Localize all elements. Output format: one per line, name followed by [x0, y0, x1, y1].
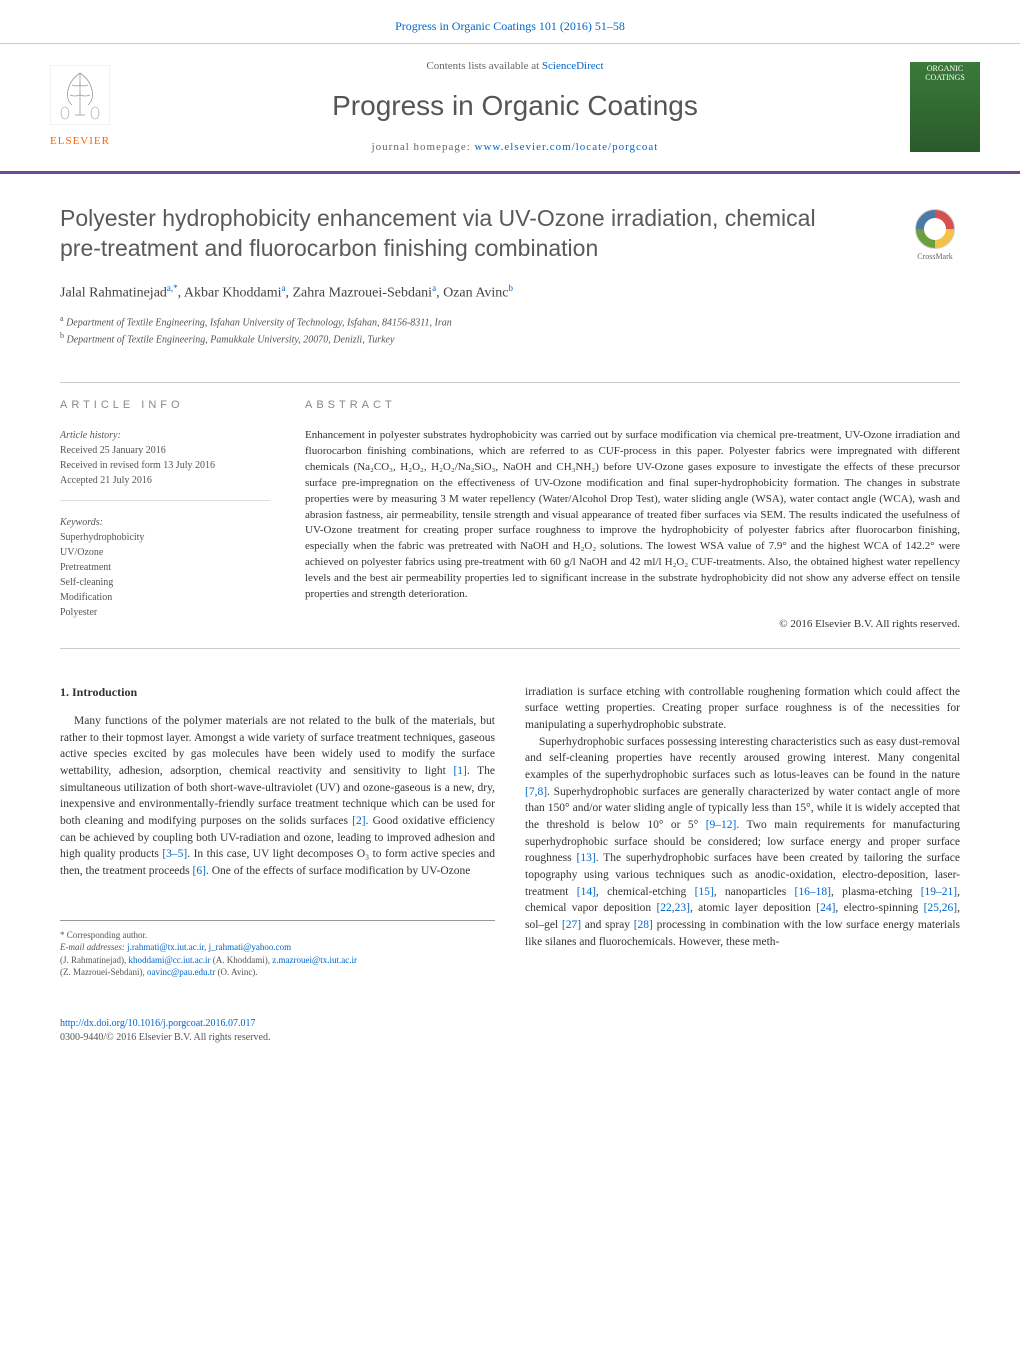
- affiliations: a Department of Textile Engineering, Isf…: [60, 313, 960, 348]
- article-info-sidebar: article info Article history: Received 2…: [60, 398, 270, 632]
- abstract-column: abstract Enhancement in polyester substr…: [305, 398, 960, 632]
- article-title: Polyester hydrophobicity enhancement via…: [60, 204, 860, 264]
- abstract-text: Enhancement in polyester substrates hydr…: [305, 428, 960, 603]
- keywords-block: Keywords: Superhydrophobicity UV/Ozone P…: [60, 515, 270, 620]
- cite-6[interactable]: [6]: [193, 865, 206, 877]
- email-addresses: E-mail addresses: j.rahmati@tx.iut.ac.ir…: [60, 941, 495, 979]
- email-2[interactable]: j_rahmati@yahoo.com: [209, 942, 292, 952]
- journal-cover-thumbnail: ORGANIC COATINGS: [910, 62, 980, 152]
- author-1: Jalal Rahmatinejad: [60, 285, 167, 300]
- homepage-link[interactable]: www.elsevier.com/locate/porgcoat: [475, 141, 659, 153]
- cite-22-23[interactable]: [22,23]: [656, 902, 690, 914]
- body-column-left: 1. Introduction Many functions of the po…: [60, 684, 495, 979]
- crossmark-icon: [915, 209, 955, 249]
- section-1-heading: 1. Introduction: [60, 684, 495, 701]
- author-3: Zahra Mazrouei-Sebdani: [293, 285, 433, 300]
- publisher-logo: ELSEVIER: [40, 65, 120, 150]
- cite-24[interactable]: [24]: [816, 902, 835, 914]
- cite-1[interactable]: [1]: [453, 765, 466, 777]
- cite-14[interactable]: [14]: [577, 886, 596, 898]
- sciencedirect-link[interactable]: ScienceDirect: [542, 60, 604, 72]
- cite-16-18[interactable]: [16–18]: [795, 886, 831, 898]
- journal-citation: Progress in Organic Coatings 101 (2016) …: [0, 0, 1020, 43]
- author-list: Jalal Rahmatinejada,*, Akbar Khoddamia, …: [60, 282, 960, 303]
- publisher-name: ELSEVIER: [40, 134, 120, 149]
- header-banner: ELSEVIER Contents lists available at Sci…: [0, 43, 1020, 174]
- divider: [60, 382, 960, 383]
- elsevier-tree-icon: [50, 65, 110, 125]
- contents-available: Contents lists available at ScienceDirec…: [120, 59, 910, 74]
- cite-28[interactable]: [28]: [634, 919, 653, 931]
- cite-2[interactable]: [2]: [352, 815, 365, 827]
- cite-25-26[interactable]: [25,26]: [924, 902, 958, 914]
- doi-link[interactable]: http://dx.doi.org/10.1016/j.porgcoat.201…: [60, 1017, 960, 1031]
- journal-name: Progress in Organic Coatings: [120, 86, 910, 125]
- intro-paragraph-1-cont: irradiation is surface etching with cont…: [525, 684, 960, 734]
- header-center: Contents lists available at ScienceDirec…: [120, 59, 910, 156]
- author-2: Akbar Khoddami: [184, 285, 282, 300]
- email-4[interactable]: z.mazrouei@tx.iut.ac.ir: [272, 955, 357, 965]
- cite-15[interactable]: [15]: [695, 886, 714, 898]
- author-4: Ozan Avinc: [443, 285, 508, 300]
- journal-homepage: journal homepage: www.elsevier.com/locat…: [120, 140, 910, 155]
- footnote-block: * Corresponding author. E-mail addresses…: [60, 920, 495, 979]
- issn-copyright: 0300-9440/© 2016 Elsevier B.V. All right…: [60, 1031, 960, 1045]
- email-5[interactable]: oavinc@pau.edu.tr: [147, 967, 215, 977]
- article-history: Article history: Received 25 January 201…: [60, 428, 270, 501]
- intro-paragraph-2: Superhydrophobic surfaces possessing int…: [525, 734, 960, 951]
- intro-paragraph-1: Many functions of the polymer materials …: [60, 713, 495, 880]
- cite-27[interactable]: [27]: [562, 919, 581, 931]
- crossmark-badge[interactable]: CrossMark: [910, 209, 960, 262]
- divider-2: [60, 648, 960, 649]
- article-info-heading: article info: [60, 398, 270, 413]
- email-1[interactable]: j.rahmati@tx.iut.ac.ir: [127, 942, 204, 952]
- cite-19-21[interactable]: [19–21]: [921, 886, 957, 898]
- crossmark-label: CrossMark: [917, 252, 953, 261]
- cite-13[interactable]: [13]: [577, 852, 596, 864]
- affiliation-a: a Department of Textile Engineering, Isf…: [60, 313, 960, 330]
- email-3[interactable]: khoddami@cc.iut.ac.ir: [128, 955, 210, 965]
- body-columns: 1. Introduction Many functions of the po…: [0, 664, 1020, 1009]
- corresponding-author-note: * Corresponding author.: [60, 929, 495, 942]
- cite-9-12[interactable]: [9–12]: [706, 819, 737, 831]
- abstract-heading: abstract: [305, 398, 960, 413]
- abstract-copyright: © 2016 Elsevier B.V. All rights reserved…: [305, 617, 960, 632]
- affiliation-b: b Department of Textile Engineering, Pam…: [60, 330, 960, 347]
- footer: http://dx.doi.org/10.1016/j.porgcoat.201…: [0, 1009, 1020, 1065]
- info-abstract-row: article info Article history: Received 2…: [0, 398, 1020, 632]
- cite-7-8[interactable]: [7,8]: [525, 786, 547, 798]
- article-header: CrossMark Polyester hydrophobicity enhan…: [0, 174, 1020, 368]
- cite-3-5[interactable]: [3–5]: [162, 848, 187, 860]
- body-column-right: irradiation is surface etching with cont…: [525, 684, 960, 979]
